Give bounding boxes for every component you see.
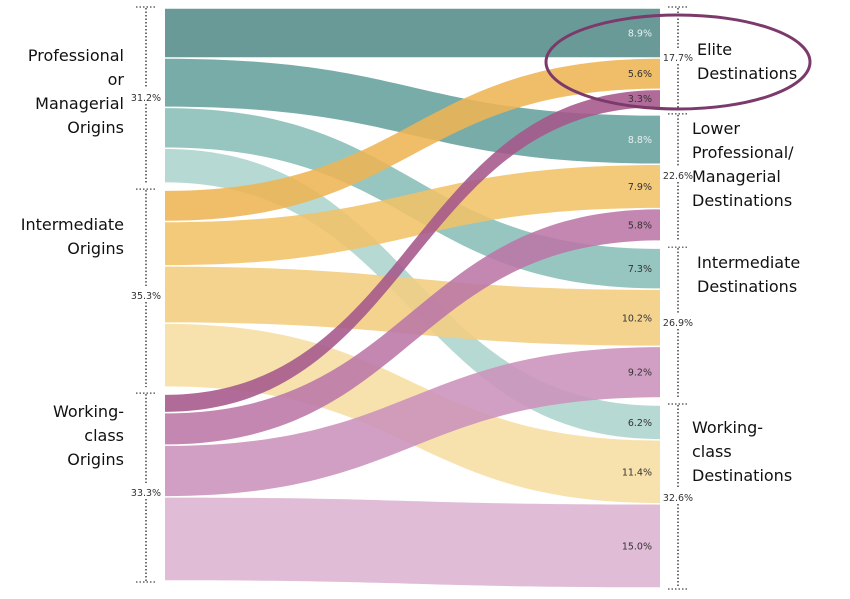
flow-value-label: 6.2% [628,418,652,429]
flow-value-label: 7.3% [628,264,652,275]
group-total-label: 32.6% [663,493,693,504]
group-total-label: 26.9% [663,318,693,329]
group-total-label: 17.7% [663,53,693,64]
origin-label: Working-class Origins [52,402,124,469]
origin-label: Intermediate Origins [20,215,124,258]
flow-value-label: 5.6% [628,69,652,80]
flow-value-label: 8.9% [628,28,652,39]
highlight-ellipse [544,13,812,111]
group-total-label: 35.3% [131,291,161,302]
flow-band [165,90,660,412]
flow-value-label: 7.9% [628,182,652,193]
flow-value-label: 8.8% [628,135,652,146]
flow-band [165,347,660,497]
flow-value-label: 3.3% [628,94,652,105]
flow-value-label: 15.0% [622,541,652,552]
flow-band [165,497,660,588]
origin-label: Professional or Managerial Origins [27,46,124,137]
group-total-label: 31.2% [131,93,161,104]
destination-label: Elite Destinations [697,40,798,83]
destination-label: Lower Professional/Managerial Destinations [692,119,794,210]
group-total-label: 22.6% [663,171,693,182]
group-total-label: 33.3% [131,488,161,499]
flow-band [165,266,660,346]
flow-band [165,209,660,445]
flow-band [165,58,660,221]
flow-value-label: 9.2% [628,368,652,379]
destination-label: Working-class Destinations [692,418,793,485]
flow-value-label: 11.4% [622,467,652,478]
flow-value-label: 10.2% [622,313,652,324]
flow-band [165,8,660,58]
destination-label: Intermediate Destinations [697,253,801,296]
flow-band [165,165,660,266]
flow-value-label: 5.8% [628,220,652,231]
